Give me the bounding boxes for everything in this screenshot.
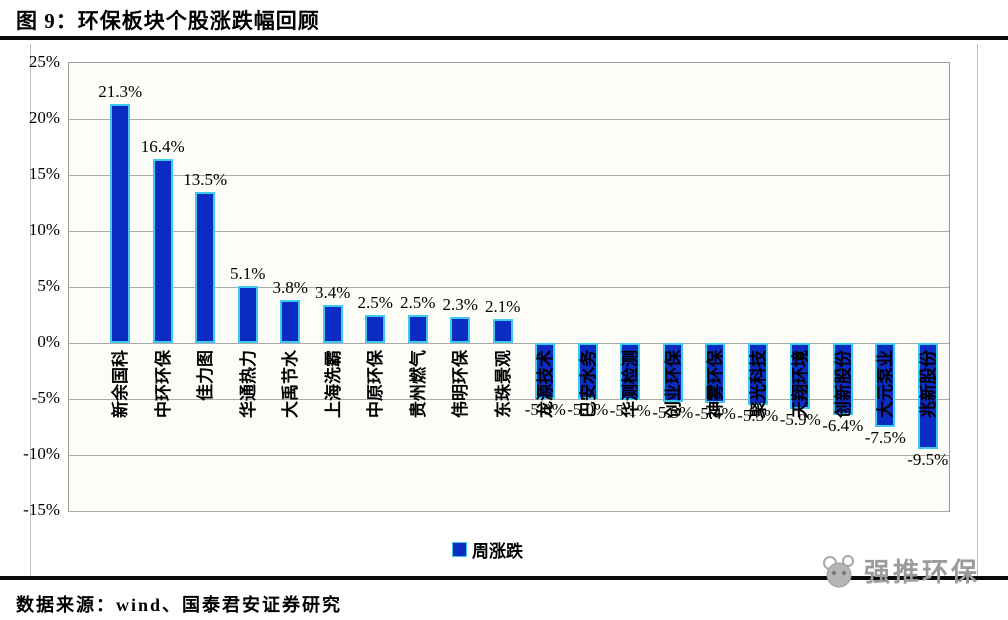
bar — [110, 104, 131, 343]
y-axis-label: -15% — [23, 500, 60, 519]
bar-category-label: 伟明环保 — [451, 350, 471, 418]
bar — [875, 343, 896, 427]
plot-area: 21.3% 新余国科 16.4% 中环环保 13.5% 佳力图 5.1% 华通热力 3.8% 大禹… — [68, 62, 950, 512]
legend-label: 周涨跌 — [472, 542, 523, 561]
bar-value-label: -5.3% — [652, 403, 694, 422]
legend: 周涨跌 — [452, 537, 523, 562]
y-axis-label: 5% — [37, 276, 60, 295]
bar — [620, 343, 641, 400]
bar — [917, 343, 938, 449]
bar — [577, 343, 598, 399]
gridline — [69, 511, 949, 512]
bar-value-label: 3.8% — [272, 278, 308, 297]
bar-category-label: 华通热力 — [238, 350, 258, 418]
y-axis-label: -5% — [31, 388, 60, 407]
bar — [322, 305, 343, 343]
panda-logo-icon — [823, 554, 854, 587]
bar-category-label: 创新股份 — [833, 350, 853, 418]
bar-value-label: -6.4% — [822, 416, 864, 435]
y-axis-label: -10% — [23, 444, 60, 463]
bar-value-label: 16.4% — [140, 137, 185, 156]
bar — [705, 343, 726, 403]
bar — [152, 159, 173, 343]
bar-category-label: 天翔环境 — [791, 350, 811, 418]
bar-value-label: 2.5% — [400, 293, 436, 312]
y-axis-label: 15% — [28, 164, 60, 183]
frame-left-border — [30, 44, 31, 576]
bar — [535, 343, 556, 399]
bar-value-label: -5.0% — [567, 400, 609, 419]
bottom-rule — [0, 576, 1008, 580]
bar-value-label: 21.3% — [98, 82, 143, 101]
gridline — [69, 399, 949, 400]
gridline — [69, 231, 949, 232]
top-rule — [0, 36, 1008, 40]
y-axis-label: 0% — [37, 332, 60, 351]
bar-category-label: 东珠景观 — [493, 350, 513, 418]
watermark: 强推环保 — [818, 552, 980, 589]
bar — [747, 343, 768, 405]
bar-value-label: 2.3% — [442, 295, 478, 314]
bar-value-label: -5.5% — [737, 406, 779, 425]
bar — [407, 315, 428, 343]
y-axis-label: 20% — [28, 108, 60, 127]
bar-value-label: -7.5% — [864, 428, 906, 447]
bar-category-label: 新余国科 — [111, 350, 131, 418]
bar-category-label: 贵州燃气 — [408, 350, 428, 418]
frame-right-border — [977, 44, 978, 576]
bar-category-label: 大禹节水 — [281, 350, 301, 418]
bar — [195, 192, 216, 343]
bar-value-label: -5.0% — [524, 400, 566, 419]
gridline — [69, 455, 949, 456]
bar — [492, 319, 513, 343]
bar-value-label: 2.5% — [357, 293, 393, 312]
bar-category-label: 中环环保 — [153, 350, 173, 418]
gridline — [69, 175, 949, 176]
bar-category-label: 佳力图 — [196, 350, 216, 401]
bar — [237, 286, 258, 343]
bar — [790, 343, 811, 409]
bar-value-label: 2.1% — [485, 297, 521, 316]
legend-swatch-icon — [452, 542, 467, 557]
y-axis-label: 10% — [28, 220, 60, 239]
gridline — [69, 287, 949, 288]
watermark-text: 强推环保 — [864, 557, 981, 587]
bar — [280, 300, 301, 343]
gridline — [69, 343, 949, 344]
bar — [832, 343, 853, 415]
source-text: 数据来源：wind、国泰君安证券研究 — [16, 595, 343, 615]
bar-value-label: -5.9% — [779, 410, 821, 429]
bar — [662, 343, 683, 402]
bar-category-label: 中原环保 — [366, 350, 386, 418]
figure-title: 图 9：环保板块个股涨跌幅回顾 — [16, 9, 320, 33]
bar — [365, 315, 386, 343]
bar-value-label: -5.4% — [694, 404, 736, 423]
bar — [450, 317, 471, 343]
gridline — [69, 119, 949, 120]
y-axis-label: 25% — [28, 52, 60, 71]
bar-category-label: 上海洗霸 — [323, 350, 343, 418]
bar-category-label: 兆新股份 — [918, 350, 938, 418]
bar-value-label: 3.4% — [315, 283, 351, 302]
bar-category-label: 大元泵业 — [876, 350, 896, 418]
bar-value-label: 13.5% — [183, 170, 228, 189]
bar-value-label: 5.1% — [230, 264, 266, 283]
bar-value-label: -5.1% — [609, 401, 651, 420]
bar-value-label: -9.5% — [907, 450, 949, 469]
